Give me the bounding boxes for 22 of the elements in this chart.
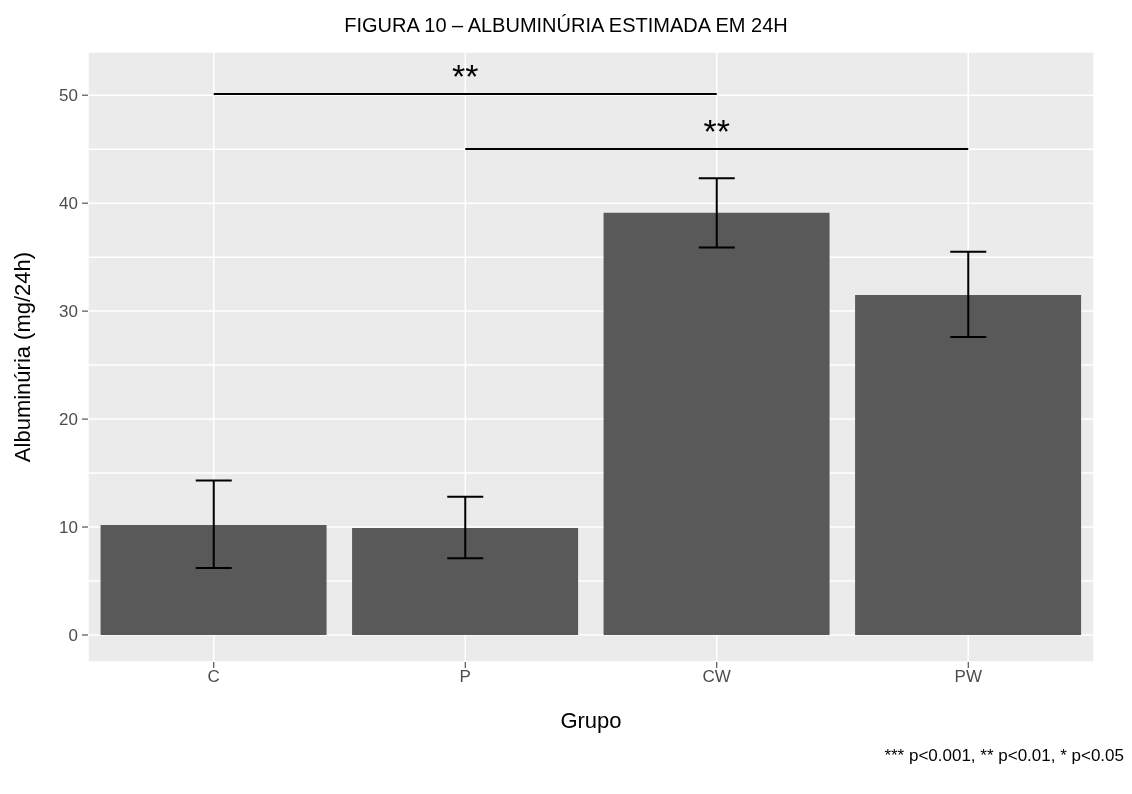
x-axis-title: Grupo <box>560 708 622 733</box>
y-tick-label: 0 <box>68 626 78 646</box>
y-tick-label: 50 <box>59 86 78 106</box>
x-tick-label: CW <box>702 667 731 687</box>
bar <box>100 524 327 636</box>
bar <box>855 294 1082 636</box>
x-tick-label: PW <box>954 667 982 687</box>
y-tick-label: 10 <box>59 518 78 538</box>
chart-title: FIGURA 10 – ALBUMINÚRIA ESTIMADA EM 24H <box>343 13 789 38</box>
annotation: ** <box>703 112 730 150</box>
y-tick-label: 20 <box>59 410 78 430</box>
annotation: ** <box>452 57 479 95</box>
y-axis-title: Albuminúria (mg/24h) <box>9 251 35 463</box>
x-tick-label: C <box>207 667 220 687</box>
text: *** p<0.001, ** p<0.01, * p<0.05 <box>883 746 1124 766</box>
y-tick-label: 30 <box>59 302 78 322</box>
bar <box>603 212 830 636</box>
y-tick-label: 40 <box>59 194 78 214</box>
significance-bracket: ** <box>212 57 718 95</box>
significance-bracket: ** <box>464 112 970 150</box>
x-tick-label: P <box>459 667 471 687</box>
bar <box>352 528 579 636</box>
